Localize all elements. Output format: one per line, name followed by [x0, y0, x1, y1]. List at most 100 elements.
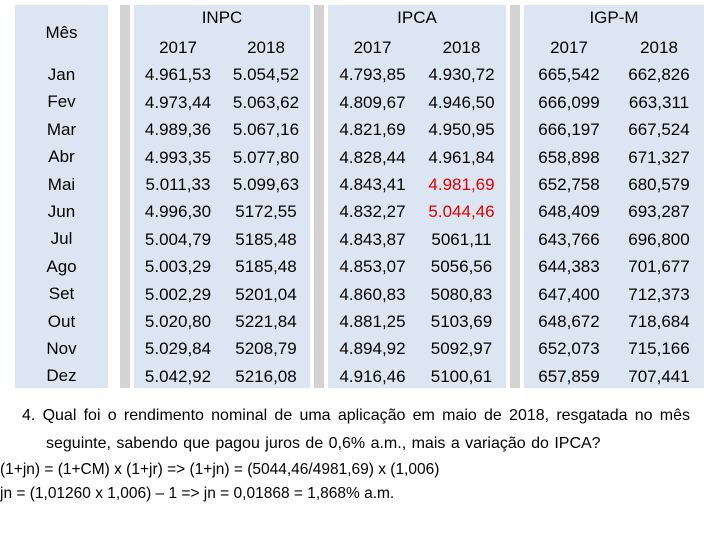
value-cell: 667,524 — [628, 120, 690, 140]
month-label: Fev — [47, 92, 76, 112]
value-cell: 666,099 — [538, 92, 600, 112]
column-separator — [506, 5, 524, 388]
value-cell: 701,677 — [628, 257, 690, 277]
value-cell: 647,400 — [538, 284, 600, 304]
value-cell: 5185,48 — [235, 257, 297, 277]
value-cell: 696,800 — [628, 229, 690, 249]
value-cell: 5.054,52 — [232, 65, 300, 85]
inpc-2018-column: 2018 5.054,52 5.063,62 5.067,16 5.077,80… — [222, 34, 310, 390]
value-cell: 4.821,69 — [339, 120, 406, 140]
value-cell: 644,383 — [538, 257, 600, 277]
value-cell: 5.029,84 — [144, 339, 212, 359]
value-cell: 4.793,85 — [339, 65, 406, 85]
solution-line-1: (1+jn) = (1+CM) x (1+jr) => (1+jn) = (50… — [0, 461, 440, 478]
value-cell: 4.993,35 — [144, 147, 212, 167]
value-cell: 5056,56 — [430, 257, 493, 277]
value-cell: 5.004,79 — [144, 229, 212, 249]
value-cell: 662,826 — [628, 65, 690, 85]
inpc-2017-column: 2017 4.961,53 4.973,44 4.989,36 4.993,35… — [134, 34, 222, 390]
value-cell: 5185,48 — [235, 229, 297, 249]
value-cell: 715,166 — [628, 339, 690, 359]
igpm-2017-column: 2017 665,542 666,099 666,197 658,898 652… — [524, 34, 614, 390]
value-cell: 5221,84 — [235, 311, 297, 331]
value-cell: 663,311 — [628, 92, 690, 112]
value-cell: 4.853,07 — [339, 257, 406, 277]
value-cell: 4.961,84 — [428, 147, 495, 167]
value-cell: 648,409 — [538, 202, 600, 222]
value-cell: 4.946,50 — [428, 92, 495, 112]
question-section: 4. Qual foi o rendimento nominal de uma … — [0, 402, 690, 506]
inpc-block: INPC 2017 4.961,53 4.973,44 4.989,36 4.9… — [134, 5, 310, 388]
value-cell: 4.973,44 — [144, 92, 212, 112]
value-cell: 5.077,80 — [232, 147, 300, 167]
value-cell: 4.881,25 — [339, 311, 406, 331]
value-cell: 5103,69 — [430, 311, 493, 331]
year-label: 2017 — [550, 38, 588, 57]
value-cell: 5061,11 — [431, 229, 492, 249]
year-label: 2017 — [353, 38, 392, 57]
month-label: Jun — [47, 201, 76, 221]
igpm-block: IGP-M 2017 665,542 666,099 666,197 658,8… — [524, 5, 704, 388]
value-cell: 4.894,92 — [339, 339, 406, 359]
value-cell: 4.843,87 — [339, 229, 406, 249]
year-label: 2018 — [442, 38, 481, 57]
value-cell: 643,766 — [538, 229, 600, 249]
value-cell: 5.042,92 — [144, 366, 212, 386]
value-cell: 5.011,33 — [145, 174, 211, 194]
value-cell: 665,542 — [538, 65, 600, 85]
value-cell: 657,859 — [538, 366, 600, 386]
ipca-2017-column: 2017 4.793,85 4.809,67 4.821,69 4.828,44… — [328, 34, 417, 390]
value-cell: 4.843,41 — [339, 174, 406, 194]
value-cell: 4.996,30 — [144, 202, 212, 222]
value-cell: 718,684 — [628, 311, 690, 331]
value-cell: 4.930,72 — [428, 65, 495, 85]
igpm-header: IGP-M — [589, 8, 639, 27]
value-cell: 5.067,16 — [232, 120, 300, 140]
inpc-header: INPC — [201, 8, 243, 27]
value-cell: 693,287 — [628, 202, 690, 222]
month-list: Jan Fev Mar Abr Mai Jun Jul Ago Set Out … — [15, 61, 108, 390]
month-label: Nov — [46, 338, 77, 358]
value-cell: 666,197 — [538, 120, 600, 140]
column-separator — [116, 5, 134, 388]
value-cell: 4.809,67 — [339, 92, 406, 112]
value-cell: 5.020,80 — [144, 311, 212, 331]
value-cell: 652,758 — [538, 174, 600, 194]
ipca-block: IPCA 2017 4.793,85 4.809,67 4.821,69 4.8… — [328, 5, 506, 388]
value-cell: 4.989,36 — [144, 120, 212, 140]
value-cell: 5.063,62 — [232, 92, 300, 112]
value-cell: 4.916,46 — [339, 366, 406, 386]
column-separator — [310, 5, 328, 388]
month-label: Jul — [50, 229, 73, 249]
value-cell: 5.003,29 — [144, 257, 212, 277]
highlighted-value-cell: 5.044,46 — [428, 202, 495, 222]
value-cell: 712,373 — [628, 284, 690, 304]
month-label: Dez — [46, 366, 77, 386]
month-label: Jan — [47, 65, 76, 84]
month-label: Ago — [46, 256, 77, 276]
month-column: Mês Jan Fev Mar Abr Mai Jun Jul Ago Set … — [15, 5, 108, 388]
value-cell: 648,672 — [538, 311, 600, 331]
value-cell: 658,898 — [538, 147, 600, 167]
year-label: 2017 — [159, 38, 197, 57]
ipca-header: IPCA — [397, 8, 437, 27]
igpm-2018-column: 2018 662,826 663,311 667,524 671,327 680… — [614, 34, 704, 390]
value-cell: 680,579 — [628, 174, 690, 194]
value-cell: 652,073 — [538, 339, 600, 359]
value-cell: 4.828,44 — [339, 147, 406, 167]
year-label: 2018 — [247, 38, 285, 57]
highlighted-value-cell: 4.981,69 — [428, 174, 495, 194]
value-cell: 5216,08 — [235, 366, 297, 386]
value-cell: 4.950,95 — [428, 120, 495, 140]
value-cell: 5.002,29 — [144, 284, 212, 304]
value-cell: 4.832,27 — [339, 202, 406, 222]
month-label: Mai — [47, 174, 76, 194]
value-cell: 5092,97 — [430, 339, 493, 359]
value-cell: 5100,61 — [430, 366, 493, 386]
month-label: Mar — [46, 119, 77, 139]
value-cell: 5172,55 — [235, 202, 297, 222]
solution-line-2: jn = (1,01260 x 1,006) – 1 => jn = 0,018… — [0, 485, 395, 502]
month-label: Set — [48, 284, 75, 304]
value-cell: 5208,79 — [235, 339, 297, 359]
value-cell: 5201,04 — [235, 284, 297, 304]
